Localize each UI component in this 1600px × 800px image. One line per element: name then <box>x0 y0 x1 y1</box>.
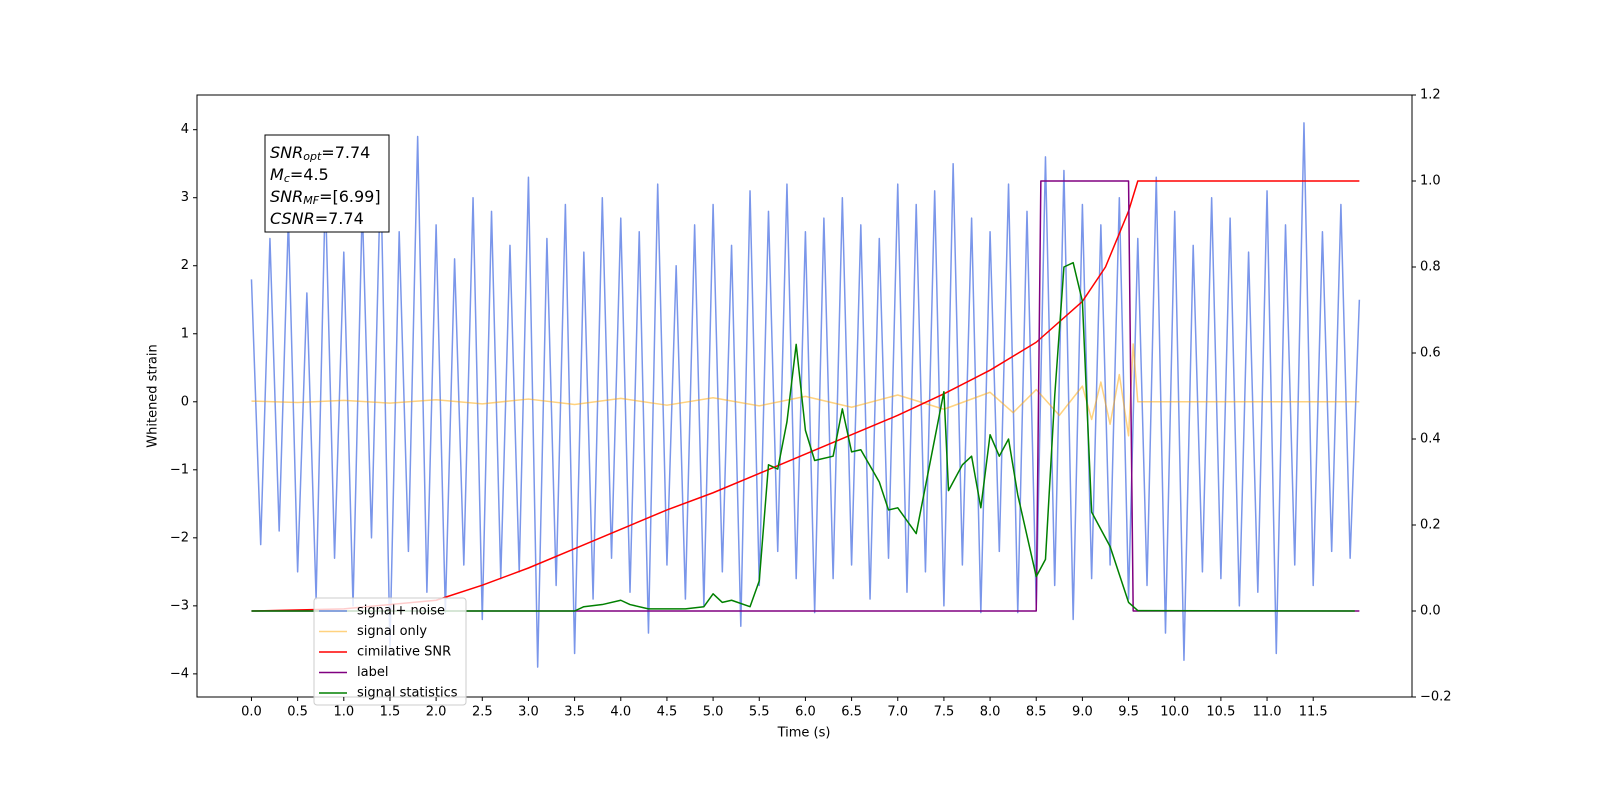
x-tick-label: 3.5 <box>564 705 585 720</box>
annotation-sub: c <box>284 172 290 185</box>
plot-frame <box>196 94 1413 698</box>
x-tick-label: 7.0 <box>887 705 908 720</box>
y2-tick-label: 1.2 <box>1420 88 1441 103</box>
annotation-rest: =4.5 <box>290 165 329 184</box>
x-tick-label: 8.5 <box>1026 705 1047 720</box>
y-tick-label: −3 <box>170 598 189 613</box>
data-layer <box>250 122 1361 668</box>
y2-tick-label: 0.6 <box>1420 346 1441 361</box>
series-line <box>251 261 1355 612</box>
x-tick-label: 10.0 <box>1160 705 1189 720</box>
y-tick-label: −4 <box>170 666 189 681</box>
legend-label: label <box>357 665 388 680</box>
annotation-rest: =7.74 <box>315 209 364 228</box>
legend-label: signal+ noise <box>357 604 445 619</box>
y2-tick-label: 1.0 <box>1420 174 1441 189</box>
series-line <box>250 122 1361 668</box>
annotation-rest: =7.74 <box>321 143 370 162</box>
x-tick-label: 10.5 <box>1206 705 1235 720</box>
x-tick-label: 4.0 <box>610 705 631 720</box>
legend-label: signal only <box>357 624 427 639</box>
x-tick-label: 0.5 <box>287 705 308 720</box>
annotation-base: SNR <box>270 187 303 206</box>
legend-frame <box>313 597 467 706</box>
x-tick-label: 1.5 <box>380 705 401 720</box>
x-tick-label: 5.5 <box>749 705 770 720</box>
x-tick-label: 9.5 <box>1118 705 1139 720</box>
y-tick-label: 2 <box>181 258 189 273</box>
annotation-line: Mc=4.5 <box>270 165 329 186</box>
x-tick-label: 6.5 <box>841 705 862 720</box>
x-tick-label: 0.0 <box>241 705 262 720</box>
annotation-line: CSNR=7.74 <box>270 209 364 228</box>
y2-tick-label: 0.4 <box>1420 432 1441 447</box>
annotation-rest: =[6.99] <box>319 187 381 206</box>
annotation-frame <box>264 134 390 233</box>
series-line <box>251 180 1360 612</box>
annotation-line: SNRopt=7.74 <box>270 143 370 164</box>
y-tick-label: 4 <box>181 122 189 137</box>
y-tick-label: 1 <box>181 326 189 341</box>
annotation-base: CSNR <box>270 209 315 228</box>
series-line <box>251 343 1360 437</box>
x-tick-label: 3.0 <box>518 705 539 720</box>
annotation-sub: MF <box>303 194 319 207</box>
y-axis-label: Whitened strain <box>146 344 161 447</box>
x-tick-label: 4.5 <box>657 705 678 720</box>
legend-label: signal statistics <box>357 686 458 701</box>
annotation-sub: opt <box>303 150 322 163</box>
x-axis-label: Time (s) <box>777 726 831 741</box>
x-tick-label: 1.0 <box>333 705 354 720</box>
y2-tick-label: 0.0 <box>1420 604 1441 619</box>
annotation-base: M <box>270 165 284 184</box>
x-tick-label: 11.5 <box>1299 705 1328 720</box>
y2-tick-label: −0.2 <box>1420 690 1452 705</box>
annotation-line: SNRMF=[6.99] <box>270 187 381 208</box>
x-tick-label: 11.0 <box>1253 705 1282 720</box>
x-tick-label: 7.5 <box>934 705 955 720</box>
legend-label: cimilative SNR <box>357 645 451 660</box>
y2-tick-label: 0.2 <box>1420 518 1441 533</box>
x-tick-label: 5.0 <box>703 705 724 720</box>
x-tick-label: 8.0 <box>980 705 1001 720</box>
y2-tick-label: 0.8 <box>1420 260 1441 275</box>
x-tick-label: 9.0 <box>1072 705 1093 720</box>
y-tick-label: −1 <box>170 462 189 477</box>
legend: signal+ noise signal only cimilative SNR la… <box>313 597 467 706</box>
annotation-base: SNR <box>270 143 303 162</box>
y-tick-label: 3 <box>181 190 189 205</box>
y-tick-label: −2 <box>170 530 189 545</box>
x-tick-label: 2.5 <box>472 705 493 720</box>
y-tick-label: 0 <box>181 394 189 409</box>
x-tick-label: 2.0 <box>426 705 447 720</box>
x-tick-label: 6.0 <box>795 705 816 720</box>
